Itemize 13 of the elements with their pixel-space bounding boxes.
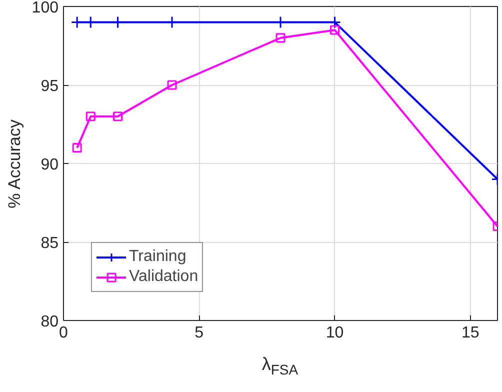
legend-label: Validation xyxy=(129,268,198,286)
x-tick-label: 15 xyxy=(461,324,480,342)
x-tick-label: 0 xyxy=(59,324,68,342)
x-axis-title: λ$_{FSA}$ xyxy=(260,353,300,380)
y-tick-label: 80 xyxy=(40,314,59,330)
y-tick-label: 90 xyxy=(40,156,59,174)
legend-label: Training xyxy=(129,248,186,266)
y-tick-label: 95 xyxy=(40,78,59,95)
y-tick-label: 85 xyxy=(40,235,59,252)
y-tick-label: 100 xyxy=(32,0,59,16)
x-tick-label: 10 xyxy=(326,324,344,342)
y-axis-title: % Accuracy xyxy=(4,119,24,208)
x-tick-label: 5 xyxy=(194,324,204,342)
